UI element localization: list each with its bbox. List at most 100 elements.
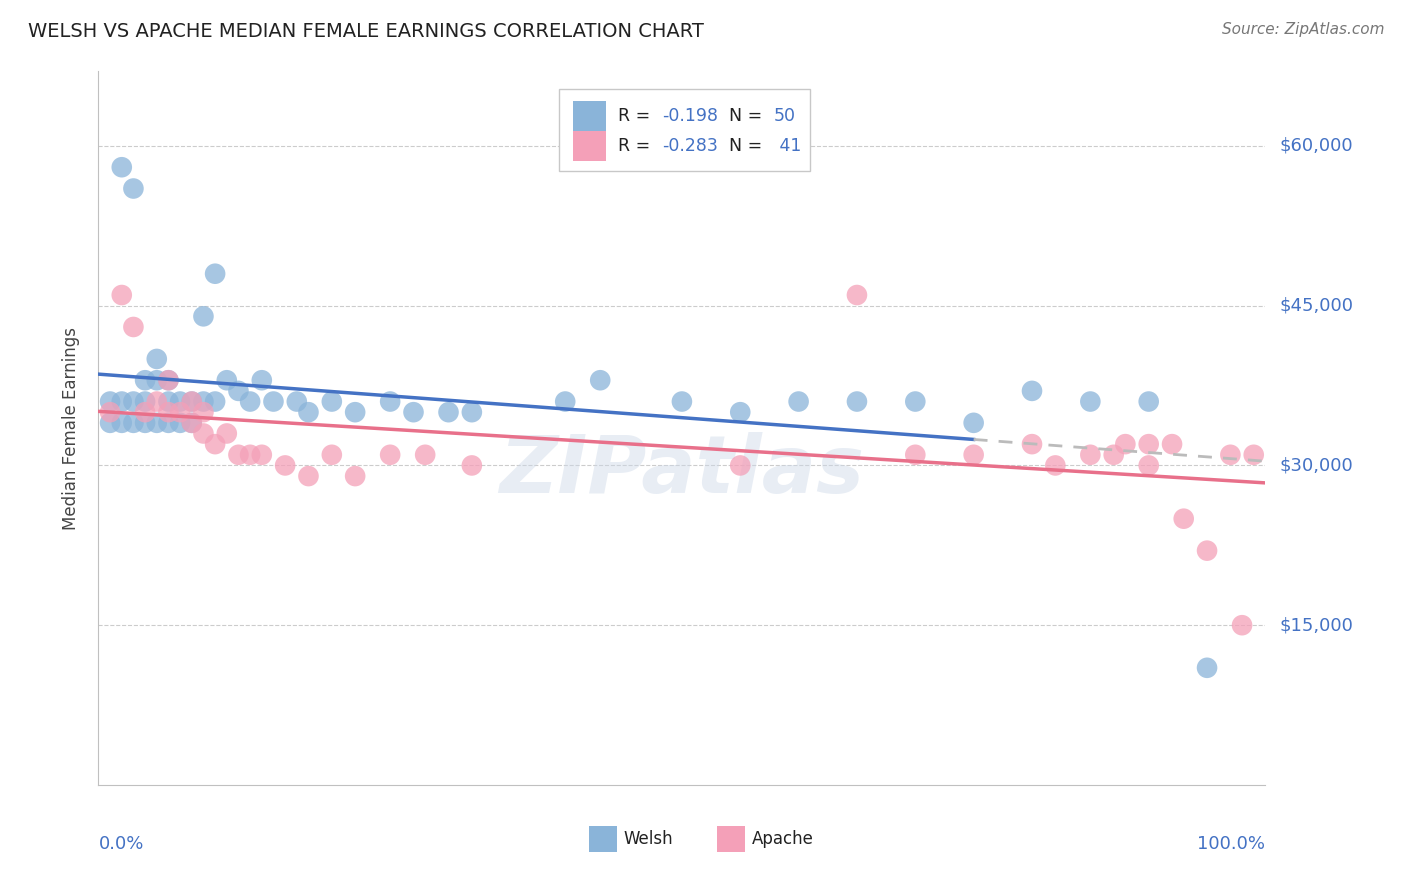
Point [215,426,238,441]
Point [344,405,367,419]
Point [215,373,238,387]
Point [297,469,319,483]
Point [554,394,576,409]
Point [344,469,367,483]
Text: 100.0%: 100.0% [1198,835,1265,853]
Point [134,394,156,409]
Point [321,394,343,409]
Point [169,405,191,419]
Point [98,394,121,409]
Point [1219,448,1241,462]
Text: R =: R = [617,137,655,155]
Text: $45,000: $45,000 [1279,297,1354,315]
Text: 0.0%: 0.0% [98,835,143,853]
Point [204,394,226,409]
Text: 50: 50 [775,107,796,125]
Point [169,394,191,409]
Text: $15,000: $15,000 [1279,616,1353,634]
Point [787,394,810,409]
Text: R =: R = [617,107,655,125]
Point [157,373,180,387]
Point [111,416,134,430]
Text: N =: N = [718,137,768,155]
Point [262,394,284,409]
Point [274,458,297,473]
Point [250,448,273,462]
Point [180,416,202,430]
Point [228,448,250,462]
Text: Apache: Apache [752,830,814,848]
Point [1137,394,1160,409]
Text: WELSH VS APACHE MEDIAN FEMALE EARNINGS CORRELATION CHART: WELSH VS APACHE MEDIAN FEMALE EARNINGS C… [28,22,704,41]
Point [1161,437,1184,451]
Point [122,394,145,409]
Point [111,288,134,302]
Text: $60,000: $60,000 [1279,136,1353,155]
Point [1114,437,1136,451]
Point [380,394,402,409]
Point [846,288,869,302]
Point [413,448,436,462]
FancyBboxPatch shape [717,826,745,852]
Point [157,416,180,430]
Point [180,394,202,409]
Point [1197,543,1219,558]
Point [1021,437,1043,451]
FancyBboxPatch shape [589,826,617,852]
Point [180,416,202,430]
Point [193,310,215,324]
Text: -0.198: -0.198 [662,107,718,125]
Point [180,394,202,409]
Point [962,448,984,462]
Point [157,405,180,419]
Text: Source: ZipAtlas.com: Source: ZipAtlas.com [1222,22,1385,37]
Point [111,160,134,174]
Point [1137,437,1160,451]
Point [1230,618,1253,632]
Point [204,437,226,451]
Point [239,448,262,462]
Point [846,394,869,409]
Point [962,416,984,430]
Point [169,416,191,430]
Point [157,373,180,387]
Point [1243,448,1265,462]
Point [122,181,145,195]
Text: $30,000: $30,000 [1279,457,1353,475]
Point [239,394,262,409]
Point [1137,458,1160,473]
Point [134,416,156,430]
Point [461,405,484,419]
Y-axis label: Median Female Earnings: Median Female Earnings [62,326,80,530]
Point [228,384,250,398]
Point [297,405,319,419]
Text: Welsh: Welsh [624,830,673,848]
Point [1197,661,1219,675]
FancyBboxPatch shape [560,89,810,171]
Point [134,405,156,419]
Text: ZIPatlas: ZIPatlas [499,432,865,510]
Point [193,394,215,409]
Point [146,394,169,409]
Point [321,448,343,462]
Point [437,405,460,419]
Point [904,448,927,462]
Point [461,458,484,473]
FancyBboxPatch shape [574,131,606,161]
FancyBboxPatch shape [574,102,606,131]
Point [1102,448,1125,462]
Text: -0.283: -0.283 [662,137,718,155]
Point [402,405,425,419]
Text: 41: 41 [775,137,801,155]
Point [204,267,226,281]
Point [157,394,180,409]
Point [730,405,752,419]
Point [98,405,121,419]
Point [904,394,927,409]
Point [285,394,308,409]
Point [146,373,169,387]
Point [193,426,215,441]
Point [1080,394,1102,409]
Point [146,416,169,430]
Point [380,448,402,462]
